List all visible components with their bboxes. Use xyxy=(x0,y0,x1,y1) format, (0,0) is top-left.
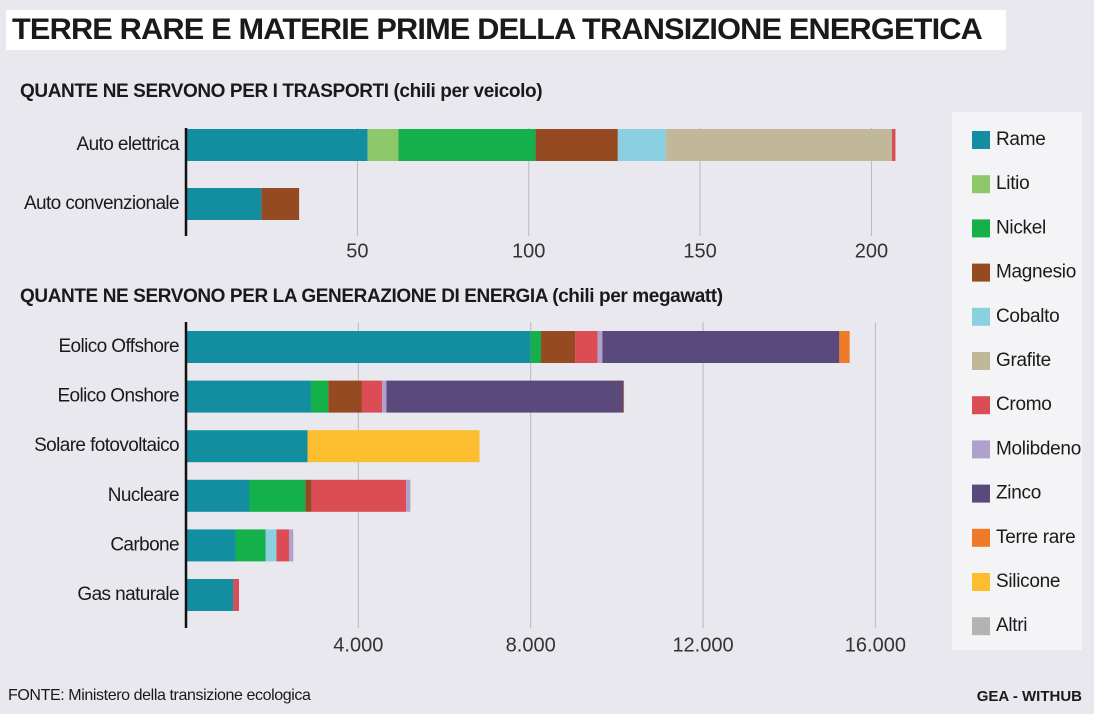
bar-segment xyxy=(305,479,312,512)
x-tick-label: 16.000 xyxy=(845,634,906,656)
x-tick-label: 100 xyxy=(512,240,545,262)
x-tick-label: 200 xyxy=(855,240,888,262)
y-tick-label: Nucleare xyxy=(108,485,179,506)
bar-segment xyxy=(265,529,277,562)
bar-segment xyxy=(617,129,666,161)
legend-label: Nickel xyxy=(996,217,1046,238)
legend-label: Silicone xyxy=(996,571,1060,592)
y-tick-label: Gas naturale xyxy=(77,584,179,605)
bar-segment xyxy=(311,479,407,512)
bar-segment xyxy=(186,430,308,463)
y-tick-label: Solare fotovoltaico xyxy=(34,435,179,456)
bar-segment xyxy=(328,380,362,413)
legend-swatch xyxy=(972,617,990,636)
legend-swatch xyxy=(972,484,990,503)
legend-swatch xyxy=(972,219,990,238)
legend-label: Rame xyxy=(996,129,1045,150)
bar-segment xyxy=(398,129,536,161)
x-tick-label: 12.000 xyxy=(672,634,733,656)
bar-segment xyxy=(288,529,294,562)
bar-segment xyxy=(186,380,311,413)
legend-swatch xyxy=(972,175,990,194)
bar-segment xyxy=(541,331,576,363)
legend-swatch xyxy=(972,263,990,282)
bar-segment xyxy=(386,380,624,413)
bar-segment xyxy=(597,331,603,363)
bar-segment xyxy=(535,129,618,161)
bar-segment xyxy=(623,380,625,413)
chart-subtitle: QUANTE NE SERVONO PER LA GENERAZIONE DI … xyxy=(20,286,723,307)
legend-swatch xyxy=(972,352,990,370)
bar-segment xyxy=(665,129,893,161)
y-tick-label: Eolico Onshore xyxy=(57,386,179,407)
bar-segment xyxy=(382,380,387,413)
x-tick-label: 8.000 xyxy=(506,634,556,656)
legend-swatch xyxy=(972,573,990,591)
bar-segment xyxy=(186,129,368,161)
bar-segment xyxy=(186,529,236,562)
bar-segment xyxy=(276,529,289,562)
legend-label: Molibdeno xyxy=(996,438,1081,459)
title-box xyxy=(6,10,1006,50)
legend-box xyxy=(952,112,1082,650)
bar-segment xyxy=(186,188,262,220)
legend-label: Magnesio xyxy=(996,262,1076,283)
bar-segment xyxy=(186,479,250,512)
title: TERRE RARE E MATERIE PRIME DELLA TRANSIZ… xyxy=(12,13,982,46)
legend-label: Cobalto xyxy=(996,306,1059,327)
legend-swatch xyxy=(972,131,990,149)
legend-swatch xyxy=(972,396,990,415)
bar-segment xyxy=(367,129,399,161)
bar-segment xyxy=(839,331,850,363)
legend-label: Litio xyxy=(996,173,1029,194)
bar-segment xyxy=(233,579,239,611)
bar-segment xyxy=(310,380,329,413)
y-tick-label: Auto elettrica xyxy=(77,134,181,155)
legend-label: Altri xyxy=(996,615,1027,636)
y-tick-label: Auto convenzionale xyxy=(24,193,179,214)
bar-segment xyxy=(186,331,531,363)
x-tick-label: 150 xyxy=(683,240,716,262)
source: FONTE: Ministero della transizione ecolo… xyxy=(8,687,311,704)
credit: GEA - WITHUB xyxy=(977,688,1082,705)
legend-swatch xyxy=(972,440,990,459)
bar-segment xyxy=(261,188,300,220)
legend-label: Terre rare xyxy=(996,527,1075,548)
legend-label: Cromo xyxy=(996,394,1052,415)
chart-subtitle: QUANTE NE SERVONO PER I TRASPORTI (chili… xyxy=(20,81,542,102)
bar-segment xyxy=(602,331,840,363)
bar-segment xyxy=(361,380,383,413)
legend-label: Grafite xyxy=(996,350,1051,371)
bar-segment xyxy=(406,479,411,512)
bar-segment xyxy=(892,129,896,161)
x-tick-label: 50 xyxy=(346,240,368,262)
legend-swatch xyxy=(972,307,990,326)
bar-segment xyxy=(530,331,542,363)
bar-segment xyxy=(249,479,306,512)
bar-segment xyxy=(575,331,598,363)
y-tick-label: Carbone xyxy=(110,534,179,555)
legend-swatch xyxy=(972,528,990,547)
y-tick-label: Eolico Offshore xyxy=(58,336,179,357)
bar-segment xyxy=(235,529,266,562)
x-tick-label: 4.000 xyxy=(333,634,383,656)
bar-segment xyxy=(307,430,480,463)
bar-segment xyxy=(186,579,234,611)
legend-label: Zinco xyxy=(996,483,1041,504)
